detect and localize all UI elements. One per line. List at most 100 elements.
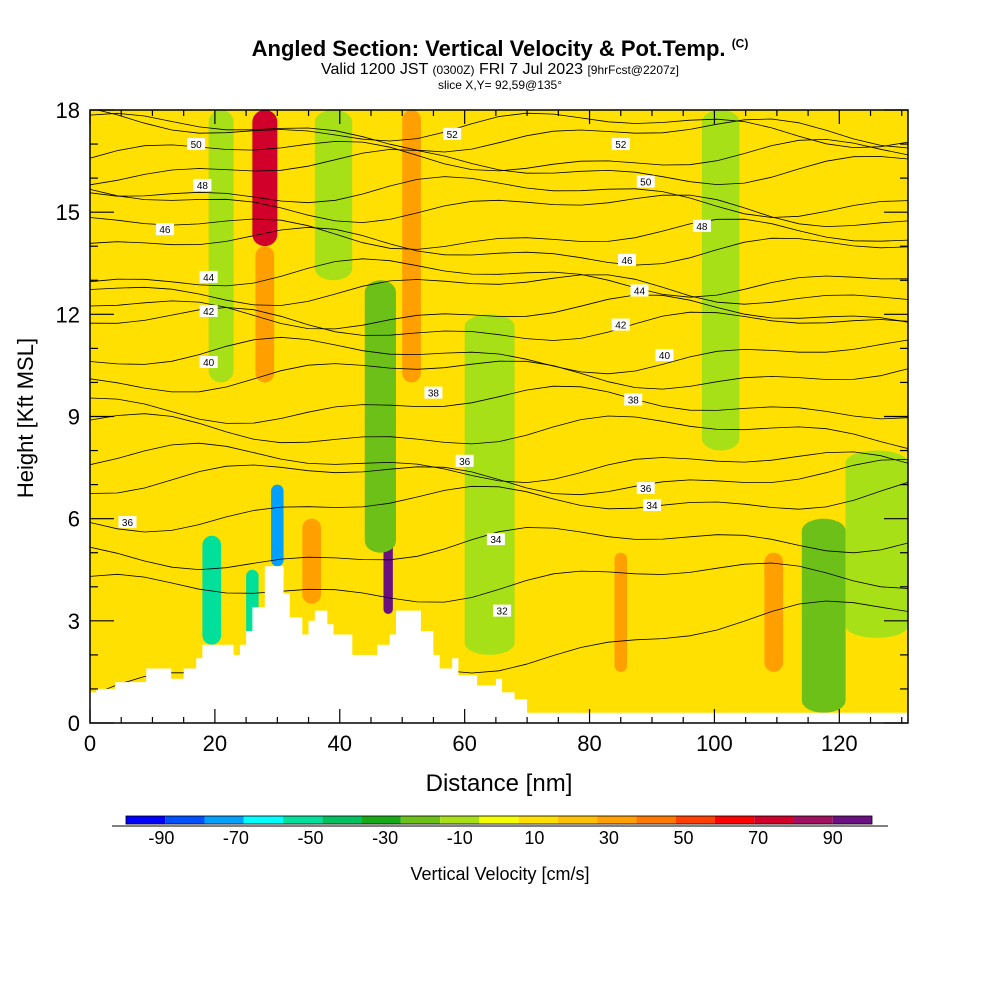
colorbar-swatch-5 [322,816,362,824]
isentrope-label-2: 34 [646,501,658,512]
isentrope-line-17 [90,176,908,218]
isentrope-label-19: 50 [640,178,652,189]
isentrope-label-bg-13 [630,284,649,297]
velocity-cell-15 [801,518,846,713]
isentrope-label-bg-3 [118,516,137,529]
isentrope-line-4 [90,459,908,496]
colorbar-swatch-14 [675,816,715,824]
isentrope-line-3 [90,481,908,533]
colorbar-tick-6: 30 [599,828,619,848]
velocity-cell-4 [271,484,284,567]
x-axis-label: Distance [nm] [426,770,573,797]
isentrope-label-14: 46 [159,225,171,236]
colorbar-swatch-17 [793,816,833,824]
isentrope-label-bg-11 [611,318,630,331]
velocity-cell-8 [764,552,784,672]
isentrope-line-12 [90,274,908,306]
y-tick-label-4: 12 [56,302,80,327]
isentrope-label-1: 34 [490,535,502,546]
colorbar-swatch-1 [165,816,205,824]
isentrope-label-16: 48 [197,181,209,192]
isentrope-line-15 [90,217,908,250]
y-tick-label-6: 18 [56,98,80,123]
colorbar-swatch-0 [126,816,166,824]
velocity-cell-13 [464,314,515,655]
isentrope-line-5 [90,442,908,484]
isentrope-label-8: 40 [203,358,215,369]
isentrope-labels: 32 34 34 36 36 36 38 38 40 40 42 42 44 44 46 46 48 48 50 50… [118,127,711,618]
isentrope-label-10: 42 [203,307,215,318]
velocity-cell-11 [314,110,353,281]
colorbar-tick-9: 90 [823,828,843,848]
isentrope-line-11 [90,294,908,330]
colorbar-swatch-10 [518,816,558,824]
isentrope-label-21: 52 [615,140,627,151]
colorbar-swatch-18 [832,816,872,824]
velocity-cell-2 [402,110,421,383]
isentrope-label-bg-6 [424,386,443,399]
isentrope-label-bg-21 [611,138,630,151]
isentrope-label-6: 38 [428,389,440,400]
isentrope-line-16 [90,189,908,228]
colorbar-swatch-3 [243,816,284,824]
isentrope-label-11: 42 [615,321,627,332]
colorbar-tick-7: 50 [674,828,694,848]
isentrope-label-20: 52 [447,130,459,141]
isentrope-line-18 [90,148,908,186]
isentrope-label-9: 40 [659,351,671,362]
velocity-cell-14 [701,110,740,451]
x-tick-label-1: 20 [203,731,227,756]
isentrope-line-9 [90,336,908,375]
x-tick-label-3: 60 [452,731,476,756]
isentrope-label-bg-5 [636,482,655,495]
colorbar-swatch-11 [557,816,598,824]
velocity-cell-0 [252,110,278,247]
isentrope-label-bg-20 [443,127,462,140]
colorbar-swatch-8 [440,816,480,824]
isentrope-line-6 [90,413,908,449]
colorbar-swatch-9 [479,816,519,824]
velocity-cell-7 [614,552,628,672]
colorbar-swatch-2 [204,816,244,824]
colorbar-swatch-6 [361,816,401,824]
terrain-profile [90,566,908,723]
x-tick-label-4: 80 [577,731,601,756]
y-tick-label-5: 15 [56,200,80,225]
isentrope-line-2 [90,527,908,571]
colorbar-tick-4: -10 [447,828,473,848]
isentrope-label-bg-1 [486,533,505,546]
isentrope-line-7 [90,385,908,424]
isentrope-label-bg-15 [618,253,637,266]
colorbar-swatch-7 [400,816,441,824]
isentrope-label-5: 36 [640,484,652,495]
isentrope-label-bg-0 [493,604,512,617]
isentrope-label-7: 38 [628,395,640,406]
colorbar-tick-2: -50 [298,828,324,848]
subtitle-utc: (0300Z) [432,63,475,77]
velocity-cell-10 [208,110,234,383]
isentrope-label-0: 32 [497,607,509,618]
isentrope-line-8 [90,360,908,393]
velocity-cell-5 [202,535,222,645]
colorbar-swatch-12 [597,816,637,824]
x-tick-label-0: 0 [84,731,96,756]
isentrope-label-bg-7 [624,393,643,406]
colorbar-tick-8: 70 [748,828,768,848]
velocity-cell-12 [364,280,396,553]
isentrope-label-12: 44 [203,273,215,284]
colorbar-tick-3: -30 [372,828,398,848]
colorbar-tick-1: -70 [223,828,249,848]
slice-label: slice X,Y= 92,59@135° [437,78,563,92]
y-axis-label: Height [Kft MSL] [13,338,38,498]
isentrope-line-20 [90,112,908,153]
colorbar-swatch-16 [754,816,794,824]
isentrope-line-1 [90,562,908,603]
y-tick-label-3: 9 [68,405,80,430]
isentrope-label-3: 36 [122,518,134,529]
velocity-cell-1 [255,246,275,383]
y-tick-label-1: 3 [68,609,80,634]
x-tick-label-5: 100 [696,731,733,756]
colorbar-swatch-13 [636,816,676,824]
isentrope-label-bg-18 [187,138,206,151]
